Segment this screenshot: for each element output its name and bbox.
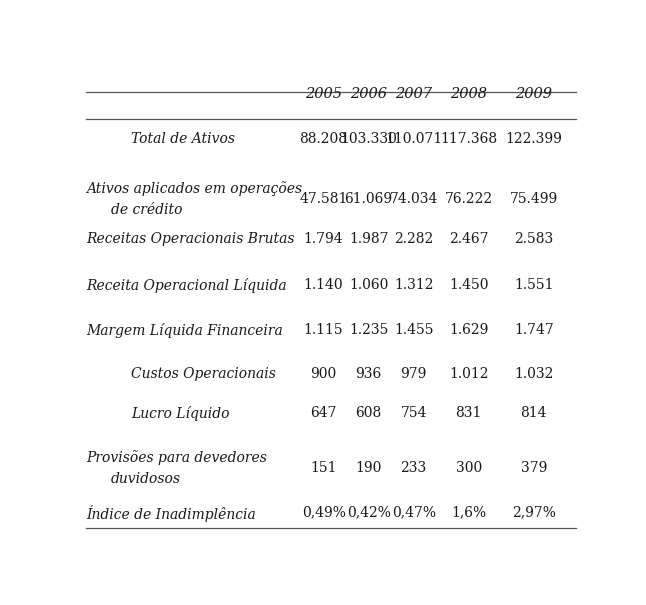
Text: 0,49%: 0,49%: [302, 505, 346, 519]
Text: 900: 900: [311, 367, 337, 381]
Text: Receita Operacional Líquida: Receita Operacional Líquida: [86, 278, 286, 293]
Text: 1.455: 1.455: [394, 323, 433, 337]
Text: Custos Operacionais: Custos Operacionais: [130, 367, 276, 381]
Text: 1.794: 1.794: [304, 232, 344, 246]
Text: Lucro Líquido: Lucro Líquido: [130, 406, 229, 420]
Text: 122.399: 122.399: [505, 132, 562, 146]
Text: 0,42%: 0,42%: [347, 505, 391, 519]
Text: 2008: 2008: [450, 87, 487, 100]
Text: Total de Ativos: Total de Ativos: [130, 132, 234, 146]
Text: 608: 608: [355, 406, 382, 420]
Text: 2009: 2009: [516, 87, 552, 100]
Text: 88.208: 88.208: [300, 132, 348, 146]
Text: 1.032: 1.032: [514, 367, 554, 381]
Text: 61.069: 61.069: [344, 192, 393, 206]
Text: 754: 754: [401, 406, 427, 420]
Text: 1.140: 1.140: [304, 278, 344, 292]
Text: 814: 814: [521, 406, 547, 420]
Text: 0,47%: 0,47%: [391, 505, 435, 519]
Text: 1.987: 1.987: [349, 232, 388, 246]
Text: 1.115: 1.115: [304, 323, 344, 337]
Text: 74.034: 74.034: [390, 192, 438, 206]
Text: 47.581: 47.581: [299, 192, 348, 206]
Text: 110.071: 110.071: [385, 132, 443, 146]
Text: 831: 831: [455, 406, 482, 420]
Text: 2.583: 2.583: [514, 232, 554, 246]
Text: 233: 233: [401, 461, 427, 475]
Text: 76.222: 76.222: [444, 192, 493, 206]
Text: Receitas Operacionais Brutas: Receitas Operacionais Brutas: [86, 232, 295, 246]
Text: Índice de Inadimplência: Índice de Inadimplência: [86, 505, 256, 522]
Text: 2.467: 2.467: [449, 232, 488, 246]
Text: Margem Líquida Financeira: Margem Líquida Financeira: [86, 323, 282, 338]
Text: 2.282: 2.282: [394, 232, 433, 246]
Text: 1.060: 1.060: [349, 278, 388, 292]
Text: 2,97%: 2,97%: [512, 505, 556, 519]
Text: 2005: 2005: [305, 87, 342, 100]
Text: 2006: 2006: [350, 87, 387, 100]
Text: 117.368: 117.368: [440, 132, 497, 146]
Text: 1.551: 1.551: [514, 278, 554, 292]
Text: 103.330: 103.330: [340, 132, 397, 146]
Text: duvidosos: duvidosos: [111, 473, 181, 486]
Text: 300: 300: [455, 461, 482, 475]
Text: 979: 979: [401, 367, 427, 381]
Text: 647: 647: [310, 406, 337, 420]
Text: 1.629: 1.629: [449, 323, 488, 337]
Text: 379: 379: [521, 461, 547, 475]
Text: de crédito: de crédito: [111, 203, 182, 217]
Text: 1.235: 1.235: [349, 323, 388, 337]
Text: Ativos aplicados em operações: Ativos aplicados em operações: [86, 181, 302, 195]
Text: 936: 936: [355, 367, 382, 381]
Text: 75.499: 75.499: [510, 192, 558, 206]
Text: 151: 151: [310, 461, 337, 475]
Text: Provisões para devedores: Provisões para devedores: [86, 450, 267, 465]
Text: 190: 190: [355, 461, 382, 475]
Text: 1.312: 1.312: [394, 278, 433, 292]
Text: 1,6%: 1,6%: [451, 505, 486, 519]
Text: 2007: 2007: [395, 87, 432, 100]
Text: 1.450: 1.450: [449, 278, 488, 292]
Text: 1.012: 1.012: [449, 367, 488, 381]
Text: 1.747: 1.747: [514, 323, 554, 337]
